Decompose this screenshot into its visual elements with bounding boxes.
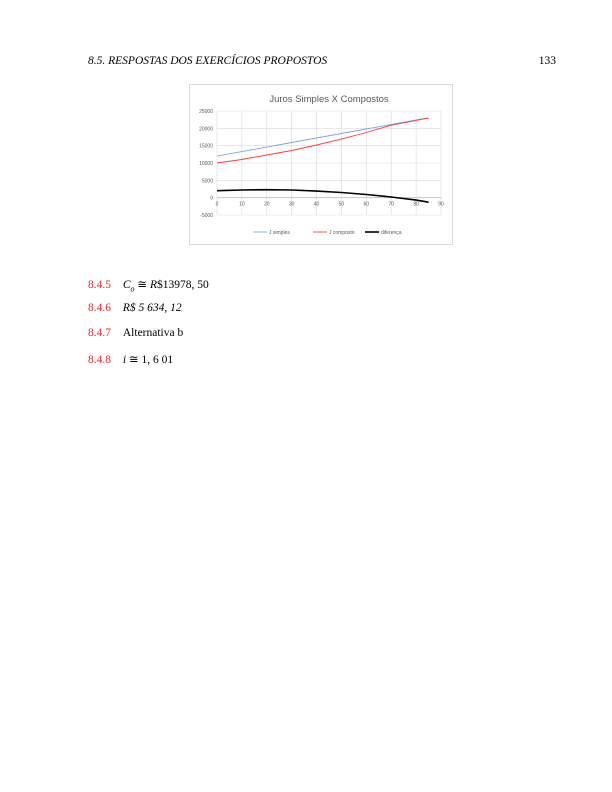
page-header: 8.5. RESPOSTAS DOS EXERCÍCIOS PROPOSTOS … [88,55,556,71]
x-tick-label: 10 [239,202,245,208]
answer-item: 8.4.5 Co ≅ R$13978, 50 [88,277,209,293]
series-line-2 [216,117,429,164]
answer-text: Alternativa b [122,327,184,339]
x-tick-label: 30 [289,202,295,208]
y-tick-label: 5000 [202,178,213,184]
x-tick-label: 50 [339,202,345,208]
y-tick-label: 0 [210,196,213,202]
page-number: 133 [538,55,556,67]
answer-number: 8.4.5 [88,279,111,291]
legend-label: J simples [269,230,290,236]
series-line-1 [216,117,429,157]
answer-number: 8.4.8 [88,354,111,366]
x-tick-label: 70 [388,202,394,208]
y-tick-label: -5000 [200,213,213,219]
answer-item: 8.4.6 R$ 5 634, 12 [88,302,182,314]
answer-text: Co ≅ R$13978, 50 [122,279,209,294]
legend-label: J composto [329,230,355,236]
answer-number: 8.4.7 [88,327,111,339]
x-tick-label: 80 [413,202,419,208]
answer-item: 8.4.8 i ≅ 1, 6 01 [88,352,173,366]
y-tick-label: 20000 [199,126,213,132]
answer-text: R$ 5 634, 12 [122,302,182,314]
y-tick-label: 25000 [199,109,213,115]
chart-container: Juros Simples X Compostos -5000 0 5000 10000… [189,84,453,245]
answer-text: i ≅ 1, 6 01 [122,354,174,366]
y-tick-label: 15000 [199,144,213,150]
chart-title: Juros Simples X Compostos [269,94,389,105]
line-chart: Juros Simples X Compostos-50000500010000… [199,94,444,236]
x-tick-label: 60 [364,202,370,208]
section-title: 8.5. RESPOSTAS DOS EXERCÍCIOS PROPOSTOS [88,55,328,67]
legend-label: diferença [381,230,402,236]
x-tick-label: 40 [314,202,320,208]
x-tick-label: 0 [216,202,219,208]
x-tick-label: 20 [264,202,270,208]
answer-number: 8.4.6 [88,302,111,314]
y-tick-label: 10000 [199,161,213,167]
answer-item: 8.4.7 Alternativa b [88,327,183,339]
x-tick-label: 90 [438,202,444,208]
series-line-3 [216,188,429,203]
